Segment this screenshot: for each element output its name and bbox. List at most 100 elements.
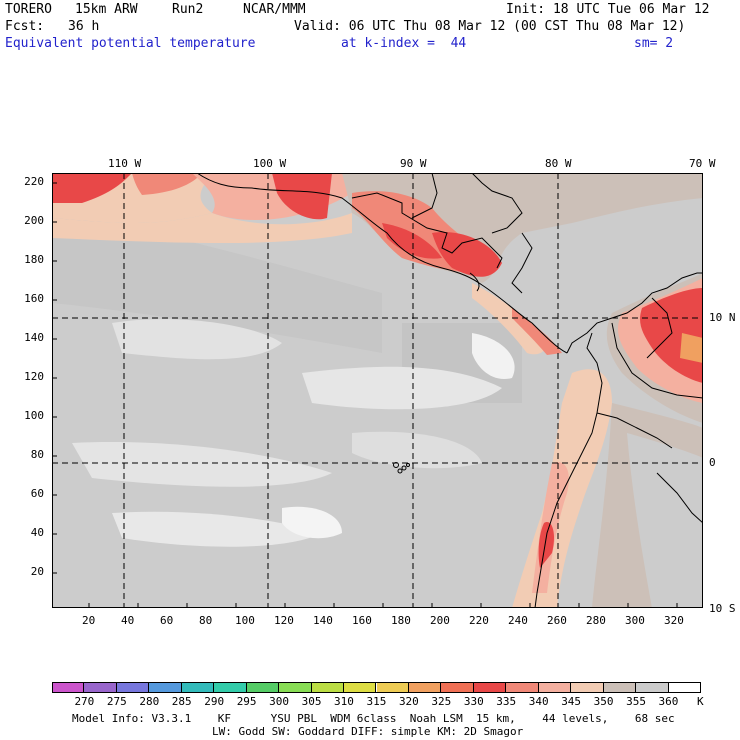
hot-region [382,223,442,259]
y-tick: 160 [24,292,44,305]
light-patch [472,333,515,379]
colorbar-swatch [84,682,117,693]
x-tick: 200 [430,614,450,627]
run-label: Run2 [172,2,204,17]
border-line [611,322,703,399]
x-tick: 300 [625,614,645,627]
y-tick: 140 [24,331,44,344]
colorbar-label: 290 [204,695,225,708]
y-tick: 40 [30,526,44,539]
colorbar-label: 285 [171,695,192,708]
colorbar-label: 305 [301,695,322,708]
colorbar-label: 325 [431,695,452,708]
lon-label-70w: 70 W [689,157,716,170]
light-patch [72,442,332,487]
lon-label-80w: 80 W [545,157,572,170]
y-tick: 180 [24,253,44,266]
lon-label-90w: 90 W [400,157,427,170]
colorbar-label: 355 [626,695,646,708]
warm-region [132,173,202,195]
colorbar-label: 345 [561,695,582,708]
y-tick: 100 [24,409,44,422]
colorbar-swatch [571,682,604,693]
colorbar-label: 295 [236,695,257,708]
x-tick: 60 [160,614,174,627]
model-info: Model Info: V3.3.1 KF YSU PBL WDM 6class… [72,712,675,725]
x-tick: 280 [586,614,606,627]
colorbar-swatch [506,682,539,693]
colorbar-label: 330 [463,695,484,708]
init-time: Init: 18 UTC Tue 06 Mar 12 [506,2,710,17]
forecast-label: Fcst: [5,19,45,34]
x-tick: 20 [82,614,96,627]
lat-lon-grid [52,173,703,608]
hot-region [538,522,555,568]
coastline [534,332,603,608]
x-tick: 40 [121,614,135,627]
colorbar-label: 270 [74,695,95,708]
colorbar-swatch [279,682,312,693]
physics-info: LW: Godd SW: Goddard DIFF: simple KM: 2D… [212,725,524,738]
hot-region [52,173,132,203]
colorbar-swatch [52,682,85,693]
valid-time: Valid: 06 UTC Thu 08 Mar 12 (00 CST Thu … [294,19,686,34]
y-tick: 60 [30,487,44,500]
forecast-hour: 36 h [68,19,100,34]
border-line [596,412,673,449]
light-patch [302,366,502,410]
gray-band [52,213,382,353]
coastline [511,232,533,294]
hot-spot [680,333,703,363]
border-line [656,472,703,524]
x-tick: 140 [313,614,333,627]
border-line [646,297,673,359]
colorbar-label: 280 [139,695,160,708]
lat-label-10n: 10 N [709,311,736,324]
lon-label-100w: 100 W [253,157,287,170]
galapagos-island [401,465,407,471]
coastline [471,173,523,234]
colorbar-label: 350 [593,695,614,708]
x-tick: 120 [274,614,294,627]
y-tick: 20 [30,565,44,578]
coastlines [196,173,703,608]
x-tick: 100 [235,614,255,627]
colorbar-label: 315 [366,695,387,708]
lat-label-10s: 10 S [709,602,736,615]
x-tick: 260 [547,614,567,627]
light-patch [112,319,282,360]
model-name: TORERO [5,2,52,17]
theta-e-map [52,173,703,608]
y-tick: 200 [24,214,44,227]
x-tick: 180 [391,614,411,627]
colorbar-swatch [473,682,507,693]
field-name: Equivalent potential temperature [5,36,256,51]
colorbar-label: 340 [528,695,549,708]
land-region [627,433,703,608]
colorbar-label: 300 [269,695,290,708]
light-patch [352,431,482,469]
x-tick: 240 [508,614,528,627]
colorbar-label: 360 [658,695,679,708]
colorbar-label: 275 [106,695,127,708]
x-tick: 80 [199,614,213,627]
colorbar-swatch [603,682,637,693]
colorbar-label: 320 [398,695,419,708]
y-tick: 120 [24,370,44,383]
y-tick: 220 [24,175,44,188]
lat-label-equator: 0 [709,456,716,469]
hot-region [272,173,332,220]
colorbar-label: 310 [334,695,354,708]
colorbar-swatch [181,682,215,693]
galapagos-island [397,468,403,474]
lon-label-110w: 110 W [108,157,142,170]
colorbar-swatch [376,682,409,693]
x-tick: 220 [469,614,489,627]
light-patch [282,506,342,539]
colorbar-swatch [116,682,150,693]
colorbar-label: 335 [496,695,517,708]
coastline [566,272,703,354]
warm-region [472,283,547,355]
y-tick: 80 [30,448,44,461]
